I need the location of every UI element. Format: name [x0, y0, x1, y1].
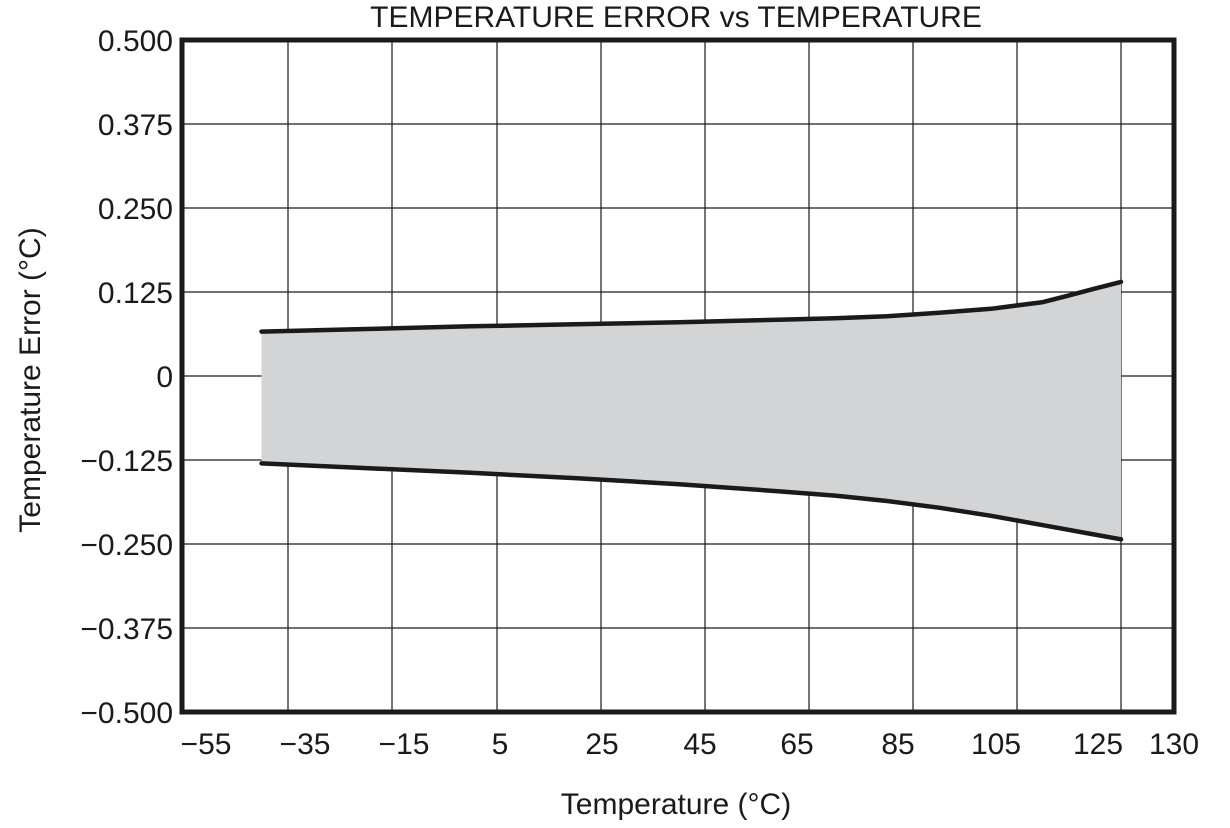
y-tick-label: −0.125 [80, 445, 173, 478]
y-tick-labels: 0.500 0.375 0.250 0.125 0 −0.125 −0.250 −0.375 −… [80, 25, 173, 730]
x-tick-label: 5 [492, 728, 509, 761]
x-tick-label: 25 [585, 728, 618, 761]
y-tick-label: −0.375 [80, 613, 173, 646]
x-tick-label: −15 [379, 728, 430, 761]
x-tick-label: 130 [1149, 728, 1199, 761]
y-tick-label: 0.500 [98, 25, 173, 58]
x-tick-label: −35 [280, 728, 331, 761]
chart-title: TEMPERATURE ERROR vs TEMPERATURE [370, 1, 982, 34]
x-axis-label: Temperature (°C) [561, 788, 791, 821]
y-tick-label: −0.500 [80, 697, 173, 730]
lower-error-line [259, 461, 1124, 542]
x-tick-label: 45 [683, 728, 716, 761]
y-tick-label: 0.250 [98, 193, 173, 226]
x-tick-label: −55 [181, 728, 232, 761]
plot-frame [179, 37, 1177, 715]
x-tick-label: 125 [1073, 728, 1123, 761]
x-tick-label: 65 [780, 728, 813, 761]
error-band-fill [261, 281, 1121, 540]
y-tick-label: 0.125 [98, 277, 173, 310]
y-tick-label: 0 [156, 361, 173, 394]
x-tick-labels: −55 −35 −15 5 25 45 65 85 105 125 130 [181, 728, 1199, 761]
upper-error-line [259, 279, 1124, 334]
x-tick-label: 85 [881, 728, 914, 761]
y-axis-label: Temperature Error (°C) [14, 227, 47, 532]
y-tick-label: 0.375 [98, 109, 173, 142]
x-tick-label: 105 [971, 728, 1021, 761]
y-tick-label: −0.250 [80, 529, 173, 562]
